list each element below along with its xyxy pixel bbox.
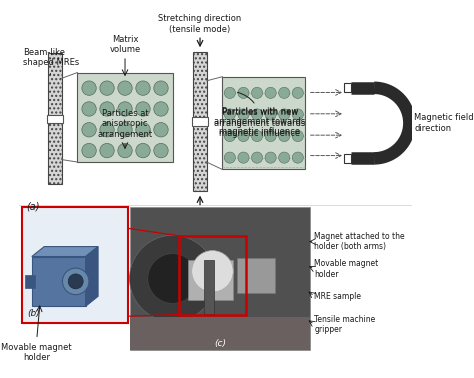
Circle shape — [129, 235, 216, 322]
Bar — [188, 260, 233, 300]
Circle shape — [265, 109, 276, 120]
Text: Stretching direction
(tensile mode): Stretching direction (tensile mode) — [158, 14, 242, 34]
Text: Particles at
anisotropic
arrangement: Particles at anisotropic arrangement — [98, 109, 153, 139]
Circle shape — [224, 130, 236, 142]
Circle shape — [265, 87, 276, 98]
Polygon shape — [32, 246, 98, 257]
Circle shape — [82, 122, 96, 137]
Bar — [222, 77, 305, 169]
Circle shape — [136, 102, 150, 116]
Circle shape — [154, 102, 168, 116]
Bar — [204, 260, 214, 314]
Circle shape — [100, 143, 114, 158]
Text: Movable magnet
holder: Movable magnet holder — [314, 259, 379, 279]
Circle shape — [252, 109, 263, 120]
Text: (c): (c) — [214, 339, 226, 348]
Bar — [192, 117, 208, 125]
Circle shape — [292, 109, 303, 120]
Circle shape — [238, 152, 249, 163]
Circle shape — [136, 143, 150, 158]
Text: Movable magnet
holder: Movable magnet holder — [1, 343, 72, 362]
Circle shape — [82, 102, 96, 116]
Circle shape — [82, 81, 96, 95]
Text: Particles with new
arrangement towards
magnetic influence: Particles with new arrangement towards m… — [214, 107, 305, 136]
Bar — [237, 258, 274, 293]
Circle shape — [100, 81, 114, 95]
Circle shape — [252, 152, 263, 163]
Circle shape — [82, 143, 96, 158]
Circle shape — [279, 109, 290, 120]
Circle shape — [68, 274, 83, 289]
Bar — [48, 53, 62, 184]
Circle shape — [252, 87, 263, 98]
Text: Magnetic field
direction: Magnetic field direction — [414, 113, 474, 133]
Circle shape — [118, 102, 132, 116]
Circle shape — [224, 87, 236, 98]
Bar — [25, 275, 35, 288]
Circle shape — [148, 254, 198, 304]
Circle shape — [265, 130, 276, 142]
Bar — [193, 52, 207, 191]
Circle shape — [224, 109, 236, 120]
Bar — [77, 73, 173, 162]
Text: Matrix
volume: Matrix volume — [109, 35, 141, 54]
Circle shape — [224, 152, 236, 163]
Circle shape — [279, 87, 290, 98]
Text: Beam-like
shaped MREs: Beam-like shaped MREs — [24, 48, 80, 74]
Text: (a): (a) — [26, 202, 39, 212]
Circle shape — [238, 109, 249, 120]
Bar — [344, 83, 351, 92]
Bar — [32, 257, 86, 306]
Text: Particles with new
arrangement towards
magnetic influence: Particles with new arrangement towards m… — [214, 92, 305, 138]
Polygon shape — [86, 246, 98, 306]
Bar — [47, 115, 63, 123]
Bar — [22, 207, 128, 323]
Circle shape — [118, 81, 132, 95]
Bar — [129, 207, 310, 350]
Text: MRE sample: MRE sample — [314, 292, 361, 301]
Circle shape — [265, 152, 276, 163]
Circle shape — [292, 152, 303, 163]
Circle shape — [238, 130, 249, 142]
Circle shape — [154, 81, 168, 95]
Bar — [344, 154, 351, 163]
Circle shape — [238, 87, 249, 98]
Circle shape — [279, 130, 290, 142]
Bar — [179, 236, 246, 314]
Circle shape — [136, 122, 150, 137]
Circle shape — [63, 268, 89, 294]
Circle shape — [154, 122, 168, 137]
Text: Tensile machine
gripper: Tensile machine gripper — [314, 315, 376, 334]
Circle shape — [154, 143, 168, 158]
Bar — [129, 317, 310, 350]
Text: (b): (b) — [27, 309, 39, 318]
Circle shape — [100, 122, 114, 137]
Circle shape — [292, 130, 303, 142]
Text: Magnet attached to the
holder (both arms): Magnet attached to the holder (both arms… — [314, 232, 405, 251]
Circle shape — [252, 130, 263, 142]
Circle shape — [192, 251, 233, 292]
Circle shape — [136, 81, 150, 95]
Circle shape — [100, 102, 114, 116]
Circle shape — [279, 152, 290, 163]
Circle shape — [118, 122, 132, 137]
Circle shape — [118, 143, 132, 158]
Circle shape — [292, 87, 303, 98]
